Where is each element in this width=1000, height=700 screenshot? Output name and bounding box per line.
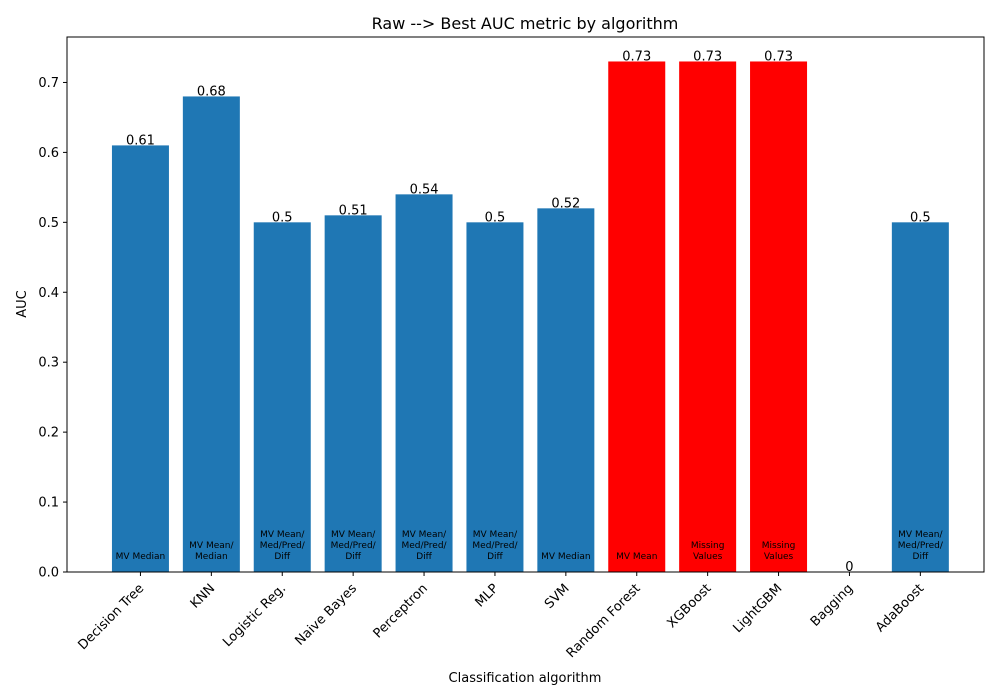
bar-value-label: 0.73 bbox=[622, 49, 651, 64]
chart-title: Raw --> Best AUC metric by algorithm bbox=[372, 14, 679, 33]
bar-value-label: 0.73 bbox=[693, 49, 722, 64]
bar bbox=[395, 194, 453, 572]
x-tick-label: AdaBoost bbox=[873, 581, 927, 635]
bar-note-label: MV Mean bbox=[616, 552, 657, 562]
bar bbox=[324, 215, 382, 573]
bar-note-label: Values bbox=[764, 552, 794, 562]
bar-note-label: Med/Pred/ bbox=[260, 541, 306, 551]
bar bbox=[182, 96, 240, 572]
bar-note-label: Med/Pred/ bbox=[331, 541, 377, 551]
bar-note-label: Values bbox=[693, 552, 723, 562]
bar bbox=[111, 145, 169, 573]
y-tick-label: 0.1 bbox=[38, 496, 59, 511]
bar bbox=[679, 61, 737, 573]
bar-note-label: Median bbox=[195, 552, 228, 562]
y-tick-label: 0.3 bbox=[38, 356, 59, 371]
x-tick-label: MLP bbox=[473, 581, 502, 610]
value-labels-layer: 0.61 0.68 0.5 0.51 0.54 0.5 0.52 0.73 0.73 0.73 0 0… bbox=[126, 49, 931, 575]
bar-note-label: Missing bbox=[691, 541, 725, 551]
bar bbox=[750, 61, 808, 573]
y-axis-title: AUC bbox=[15, 290, 30, 318]
bar-value-label: 0.73 bbox=[764, 49, 793, 64]
x-tick-label: Random Forest bbox=[564, 581, 644, 661]
bar-note-label: Diff bbox=[345, 552, 361, 562]
bars-layer bbox=[111, 61, 949, 573]
bar-note-label: MV Mean/ bbox=[331, 530, 376, 540]
x-tick-label: LightGBM bbox=[730, 581, 785, 636]
x-tick-label: Perceptron bbox=[371, 581, 431, 641]
y-tick-label: 0.7 bbox=[38, 76, 59, 91]
bar-note-label: MV Mean/ bbox=[260, 530, 305, 540]
y-tick-label: 0.0 bbox=[38, 566, 59, 581]
y-tick-label: 0.6 bbox=[38, 146, 59, 161]
bar-value-label: 0.54 bbox=[410, 182, 439, 197]
bar-value-label: 0.5 bbox=[485, 210, 506, 225]
bar-note-label: MV Mean/ bbox=[898, 530, 943, 540]
bar-value-label: 0.61 bbox=[126, 133, 155, 148]
bar-note-label: Med/Pred/ bbox=[898, 541, 944, 551]
bar-value-label: 0.52 bbox=[551, 196, 580, 211]
y-tick-label: 0.2 bbox=[38, 426, 59, 441]
x-axis: Decision Tree KNN Logistic Reg. Naive Bayes… bbox=[75, 572, 927, 661]
bar bbox=[253, 222, 311, 573]
bar-value-label: 0.51 bbox=[339, 203, 368, 218]
y-tick-label: 0.5 bbox=[38, 216, 59, 231]
x-tick-label: KNN bbox=[188, 581, 218, 611]
bar-note-label: MV Mean/ bbox=[402, 530, 447, 540]
bar-value-label: 0.5 bbox=[910, 210, 931, 225]
bar bbox=[891, 222, 949, 573]
x-tick-label: Bagging bbox=[808, 581, 856, 629]
bar-note-label: Diff bbox=[487, 552, 503, 562]
bar-note-label: Diff bbox=[416, 552, 432, 562]
bar-note-label: MV Median bbox=[541, 552, 591, 562]
bar-note-label: Med/Pred/ bbox=[401, 541, 447, 551]
bar-value-label: 0.68 bbox=[197, 84, 226, 99]
x-axis-title: Classification algorithm bbox=[449, 671, 602, 686]
y-axis: 0.0 0.1 0.2 0.3 0.4 0.5 0.6 0.7 bbox=[38, 76, 67, 581]
x-tick-label: SVM bbox=[542, 581, 573, 612]
y-tick-label: 0.4 bbox=[38, 286, 59, 301]
bar bbox=[608, 61, 666, 573]
bar-note-label: MV Mean/ bbox=[473, 530, 518, 540]
plot-frame bbox=[66, 36, 985, 573]
x-tick-label: XGBoost bbox=[664, 581, 714, 631]
x-tick-label: Logistic Reg. bbox=[220, 581, 289, 650]
bar-note-label: Missing bbox=[762, 541, 796, 551]
bar bbox=[537, 208, 595, 572]
bar-value-label: 0 bbox=[845, 560, 853, 575]
x-tick-label: Naive Bayes bbox=[292, 581, 360, 649]
bar-note-label: Med/Pred/ bbox=[472, 541, 518, 551]
bar-note-label: MV Mean/ bbox=[189, 541, 234, 551]
bar-value-label: 0.5 bbox=[272, 210, 293, 225]
bar-note-label: Diff bbox=[274, 552, 290, 562]
bar-note-label: Diff bbox=[913, 552, 929, 562]
bar bbox=[466, 222, 524, 573]
bar-note-label: MV Median bbox=[116, 552, 166, 562]
x-tick-label: Decision Tree bbox=[75, 581, 147, 653]
